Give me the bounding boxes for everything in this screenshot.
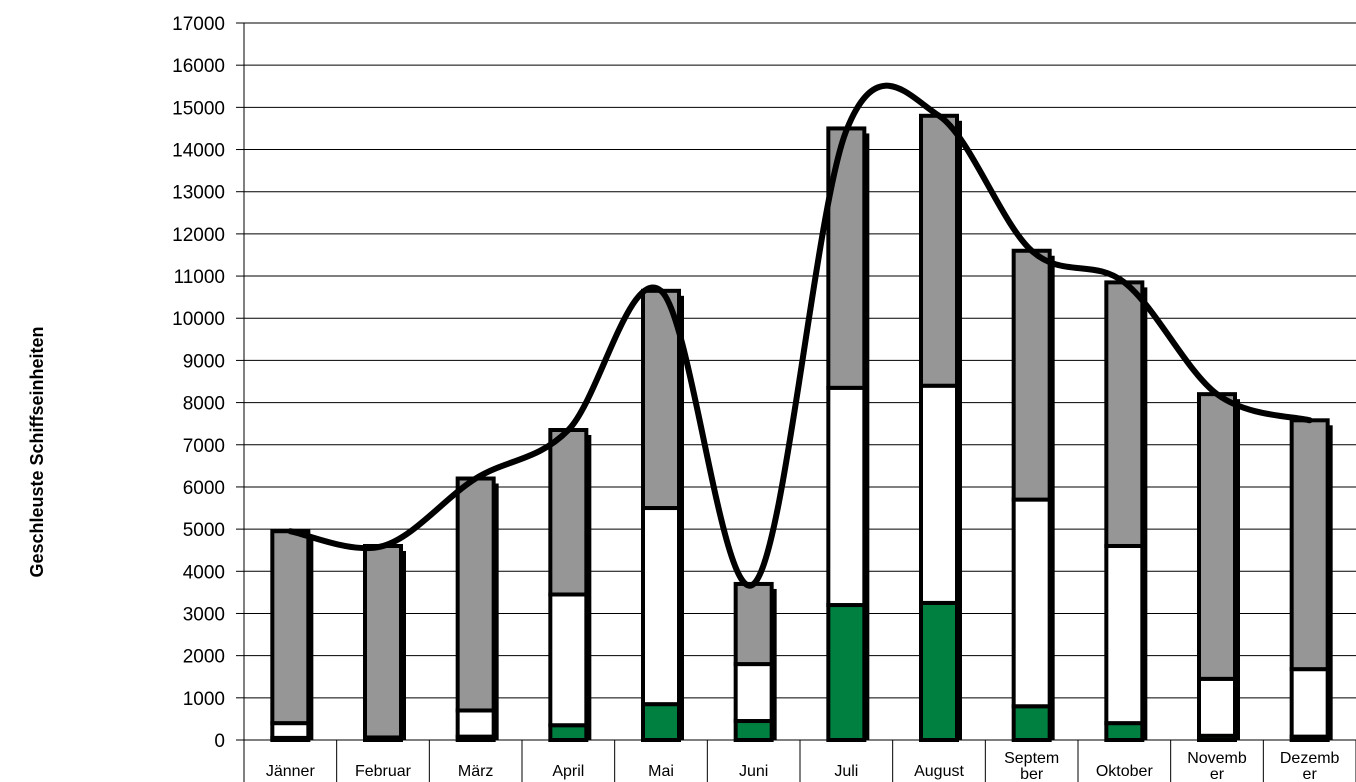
bar-segment-gray — [363, 543, 403, 740]
bar-segment-white — [1289, 667, 1330, 739]
y-tick-label: 14000 — [172, 141, 225, 162]
y-tick-label: 16000 — [172, 56, 225, 77]
y-tick-label: 8000 — [183, 394, 225, 415]
x-tick-label: Februar — [355, 763, 412, 780]
bar-shadow — [1327, 425, 1333, 740]
x-tick-label: Oktober — [1096, 763, 1154, 780]
bar-shadow — [1142, 287, 1148, 740]
y-tick-label: 4000 — [183, 562, 225, 583]
x-tick-label: Mai — [648, 763, 674, 780]
bar-segment-green — [919, 600, 959, 742]
bar-segment-gray — [1011, 248, 1052, 502]
bar-segment-gray — [455, 476, 496, 713]
x-tick-label: März — [458, 763, 494, 780]
y-tick-label: 12000 — [172, 225, 225, 246]
y-tick-label: 11000 — [174, 267, 225, 288]
bar-segment-white — [1011, 497, 1052, 709]
x-tick-label: Juli — [834, 763, 858, 780]
bar-shadow — [401, 550, 406, 740]
bar-shadow — [586, 435, 592, 740]
y-tick-label: 3000 — [183, 604, 225, 625]
bar-shadow — [1235, 399, 1240, 740]
bar-shadow — [957, 120, 962, 741]
bar-segment-white — [826, 385, 867, 608]
bar-segment-green — [826, 603, 867, 742]
bar-segment-white — [1197, 676, 1237, 738]
grid-lines — [244, 22, 1356, 699]
bar-segment-gray — [1289, 418, 1330, 672]
bar-segment-green — [1104, 721, 1145, 742]
bar-shadow — [864, 133, 870, 741]
y-tick-label: 10000 — [172, 309, 225, 330]
bar-segment-green — [641, 702, 681, 743]
y-tick-label: 0 — [214, 731, 225, 752]
bar-segment-white — [641, 506, 681, 707]
x-tick-label: April — [552, 763, 584, 780]
bar-shadow — [493, 483, 499, 740]
bar-segment-gray — [548, 428, 589, 597]
bar-segment-green — [733, 719, 774, 742]
bar-segment-white — [1104, 543, 1145, 726]
y-tick-label: 6000 — [183, 478, 225, 499]
bar-segment-white — [455, 708, 496, 739]
x-tick-label: August — [914, 763, 964, 780]
bar-shadow — [679, 295, 684, 740]
y-axis-ticks: 0 1000 2000 3000 4000 5000 6000 7000 8000 9000 100… — [172, 14, 244, 752]
x-tick-label: Juni — [739, 763, 768, 780]
x-tick-label: Novemb er — [1187, 750, 1247, 782]
bar-segment-green — [548, 723, 589, 742]
bar-segment-gray — [919, 113, 959, 388]
bar-segment-gray — [641, 288, 681, 511]
total-trend-line — [287, 82, 1313, 589]
bar-shadow — [1049, 255, 1055, 741]
bar-segment-white — [270, 721, 311, 740]
y-tick-label: 9000 — [183, 351, 225, 372]
bar-segment-gray — [270, 529, 311, 726]
bar-segment-white — [919, 383, 959, 605]
bars — [270, 113, 1333, 743]
bar-segment-green — [1011, 704, 1052, 743]
y-tick-label: 7000 — [183, 436, 225, 457]
y-tick-label: 17000 — [172, 14, 225, 35]
bar-segment-gray — [1197, 392, 1237, 681]
y-tick-label: 5000 — [183, 520, 225, 541]
bar-shadow — [308, 536, 314, 740]
x-tick-label: Jänner — [266, 763, 316, 780]
y-axis-label: Geschleuste Schiffseinheiten — [27, 326, 47, 577]
category-labels: Jänner Februar März April Mai Juni Juli August S… — [243, 740, 1356, 782]
x-tick-label: Septem ber — [1004, 750, 1059, 782]
bar-segment-gray — [1104, 280, 1145, 548]
bar-segment-white — [548, 592, 589, 728]
y-tick-label: 15000 — [172, 98, 225, 119]
y-tick-label: 2000 — [183, 647, 225, 668]
y-tick-label: 13000 — [172, 183, 225, 204]
bar-segment-white — [733, 662, 774, 724]
y-tick-label: 1000 — [183, 689, 225, 710]
bar-segment-gray — [733, 581, 774, 667]
x-tick-label: Dezemb er — [1280, 750, 1340, 782]
bar-shadow — [771, 588, 777, 740]
